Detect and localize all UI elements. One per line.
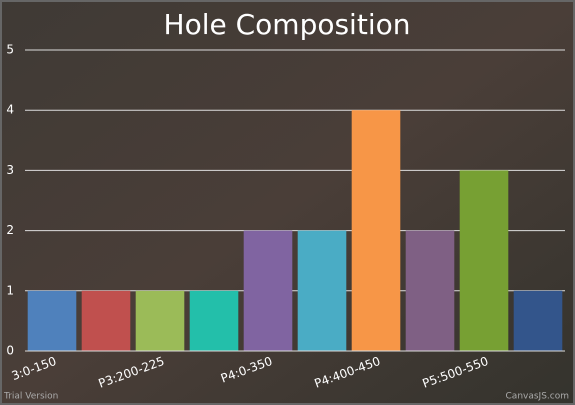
bar (405, 230, 455, 351)
watermark: Trial Version (3, 392, 58, 402)
watermark: CanvasJS.com (506, 392, 569, 402)
bar (81, 290, 131, 351)
bar (135, 290, 185, 351)
y-tick-label: 5 (6, 43, 14, 57)
bar (513, 290, 563, 351)
bar (459, 170, 509, 351)
y-tick-label: 1 (6, 283, 14, 297)
bar (27, 290, 77, 351)
y-tick-label: 2 (6, 223, 14, 237)
y-tick-label: 0 (6, 344, 14, 358)
y-tick-label: 3 (6, 163, 14, 177)
bar (297, 230, 347, 351)
y-tick-label: 4 (6, 103, 14, 117)
bar (243, 230, 293, 351)
bar (351, 110, 401, 351)
chart-title: Hole Composition (164, 8, 411, 41)
bar (189, 290, 239, 351)
